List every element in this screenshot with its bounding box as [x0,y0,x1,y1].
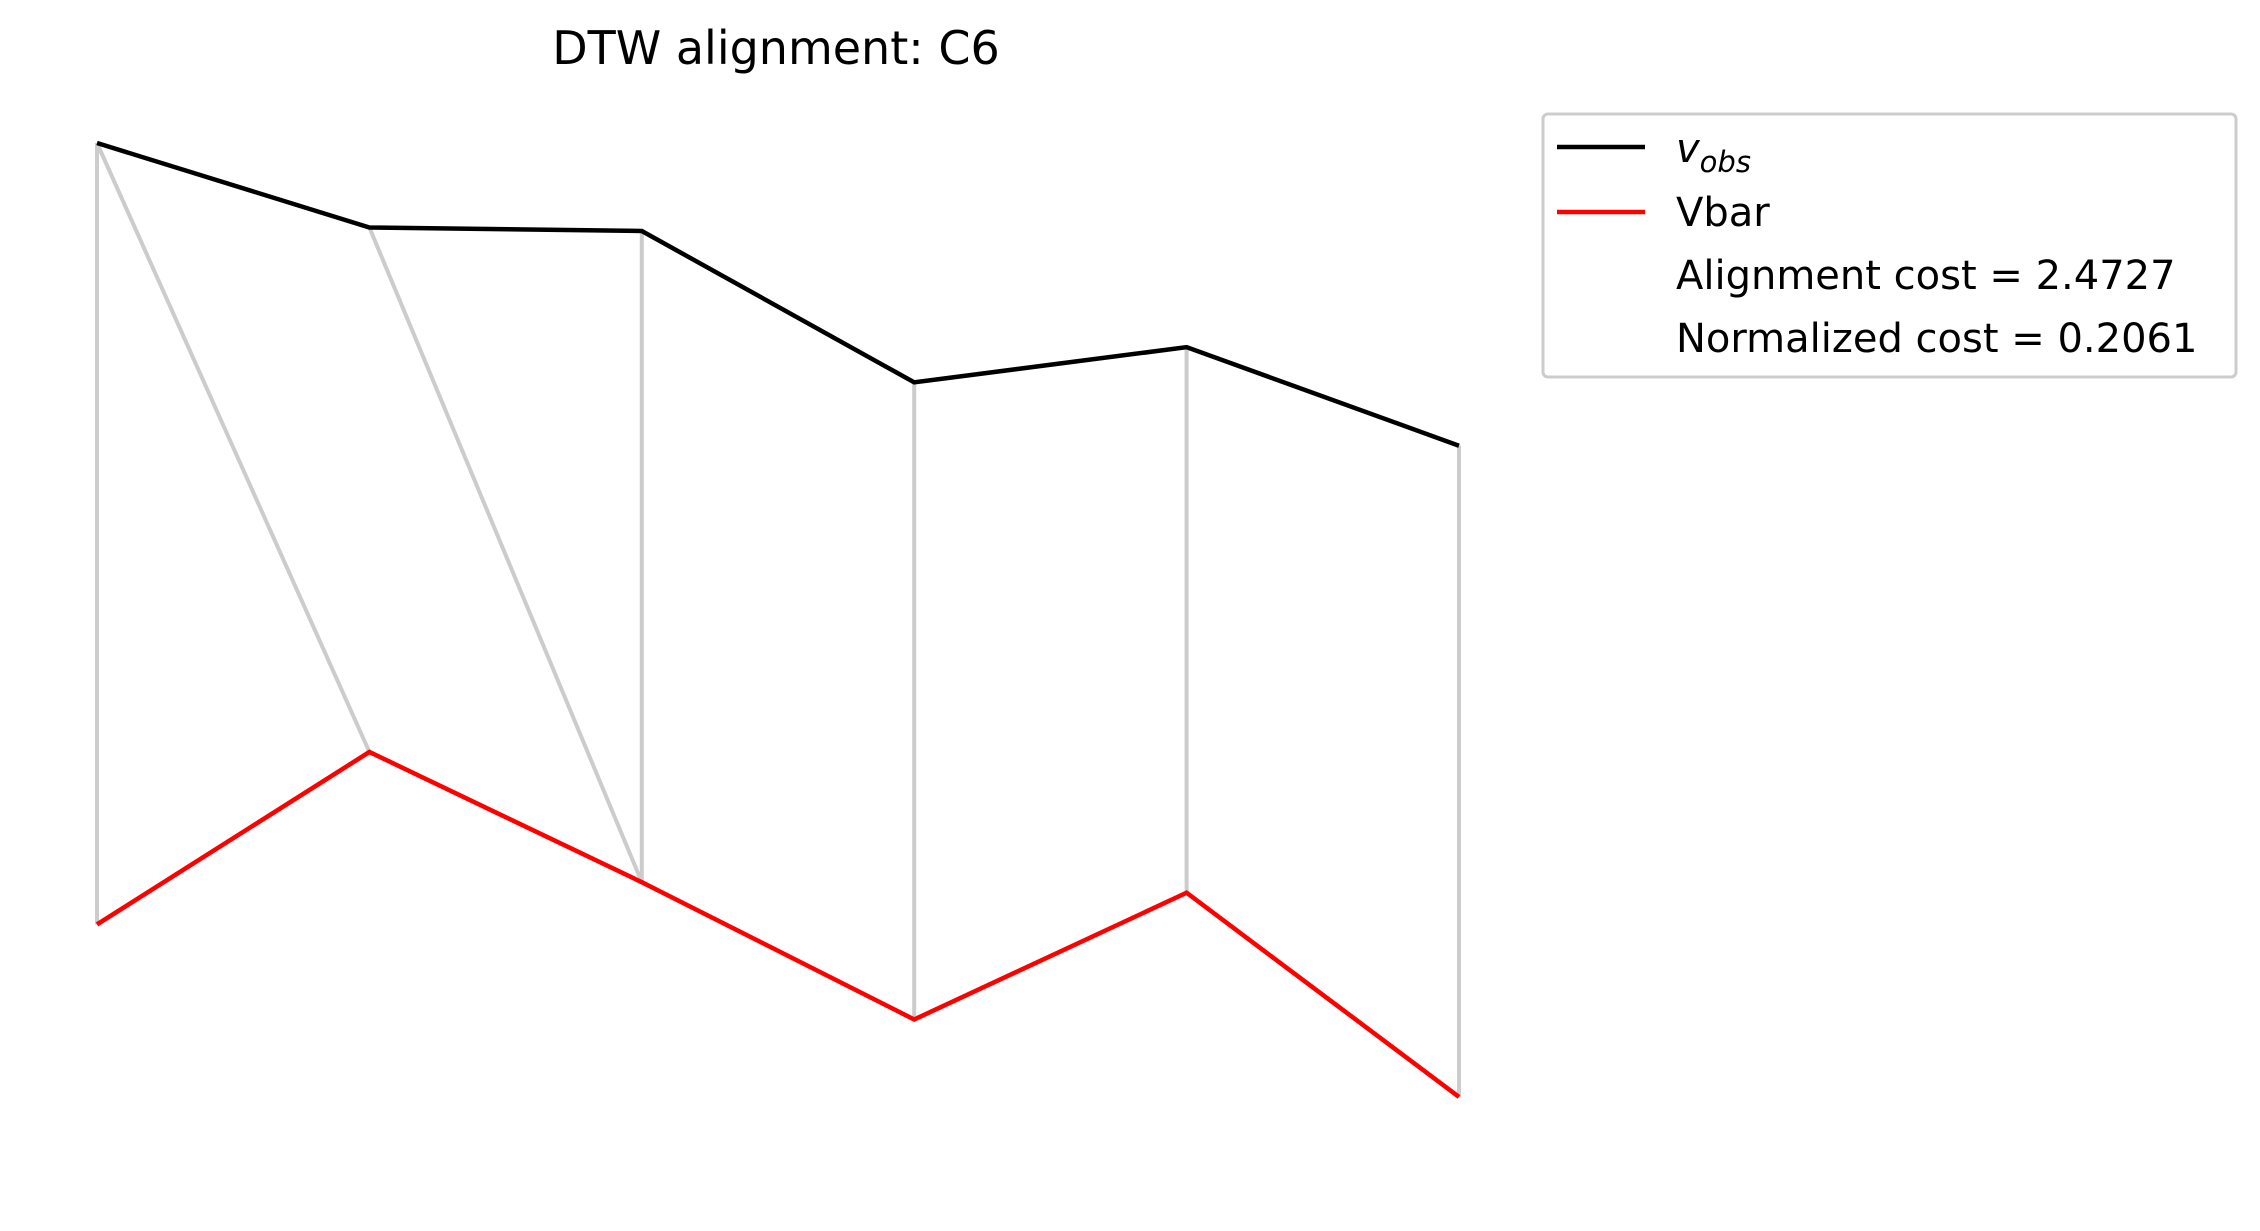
chart-title: DTW alignment: C6 [552,21,1000,75]
legend-alignment-cost: Alignment cost = 2.4727 [1676,253,2176,299]
alignment-line-2 [367,226,644,883]
legend-label-vobs-subscript: obs [1700,145,1751,179]
alignment-line-1 [95,142,372,753]
alignment-lines [95,142,1461,1097]
series-line-vbar [95,749,1461,1099]
legend-label-vbar: Vbar [1676,190,1770,236]
legend: vobs Vbar Alignment cost = 2.4727 Normal… [1541,112,2238,379]
series-lines [95,140,1461,1099]
legend-label-vobs-base: v [1676,126,1701,172]
legend-label-vobs: vobs [1676,126,1751,179]
legend-normalized-cost: Normalized cost = 0.2061 [1676,316,2197,362]
legend-frame [1541,112,2238,379]
series-line-vobs [96,140,1460,448]
